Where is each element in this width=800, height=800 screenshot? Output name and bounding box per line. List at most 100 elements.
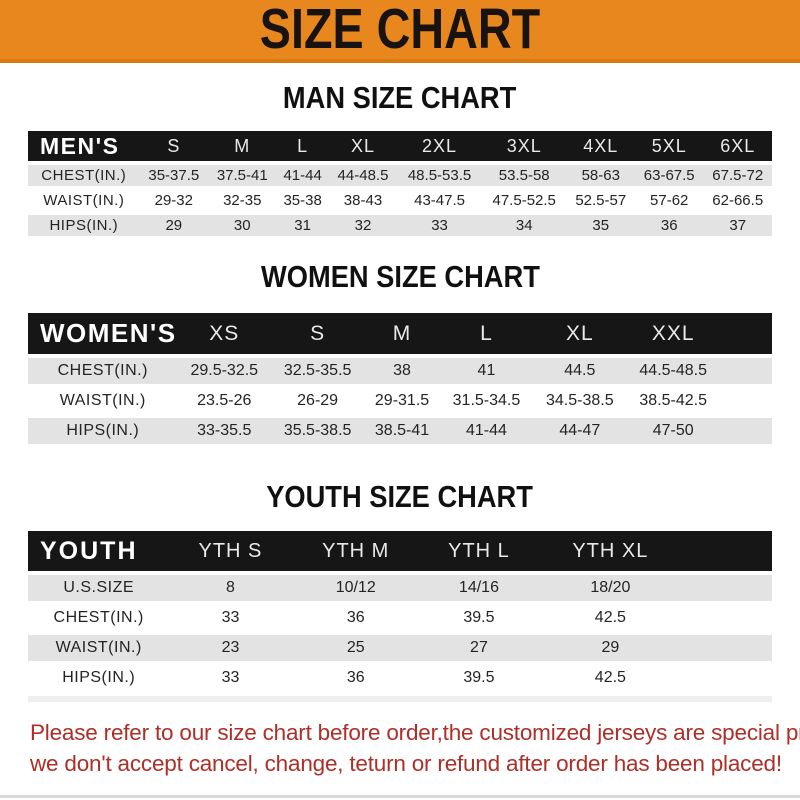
size-value-cell: 29-31.5: [364, 388, 440, 414]
size-value-cell: 39.5: [419, 665, 538, 691]
size-value-cell: 41: [439, 358, 534, 384]
youth-size-table: YOUTH YTH S YTH M YTH L YTH XL U.S.SIZE 8 10/12…: [28, 527, 772, 695]
row-label-cell: CHEST(IN.): [28, 358, 178, 384]
table-header-row: MEN'S S M L XL 2XL 3XL 4XL 5XL 6XL: [28, 131, 772, 161]
size-value-cell: 29: [538, 635, 683, 661]
size-value-cell: 38: [364, 358, 440, 384]
man-size-chart-section: MAN SIZE CHART MEN'S S M L XL 2XL 3XL 4XL 5XL 6XL…: [0, 82, 800, 240]
banner: SIZE CHART: [0, 0, 800, 63]
bottom-divider: [0, 795, 800, 798]
size-value-cell: 67.5-72: [703, 165, 772, 186]
size-value-cell: 47.5-52.5: [481, 190, 567, 211]
table-title-cell: YOUTH: [28, 531, 170, 571]
youth-size-chart-section: YOUTH SIZE CHART YOUTH YTH S YTH M YTH L YTH…: [0, 481, 800, 702]
table-header-row: YOUTH YTH S YTH M YTH L YTH XL: [28, 531, 772, 571]
size-value-cell: 29: [139, 215, 209, 236]
table-row: HIPS(IN.) 29 30 31 32 33 34 35 36 37: [28, 215, 772, 236]
row-label-cell: HIPS(IN.): [28, 665, 170, 691]
column-header-cell: S: [139, 131, 209, 161]
table-row: WAIST(IN.) 23.5-26 26-29 29-31.5 31.5-34.5 34…: [28, 388, 772, 414]
size-value-cell: 62-66.5: [703, 190, 772, 211]
table-row: U.S.SIZE 8 10/12 14/16 18/20: [28, 575, 772, 601]
blank-cell: [682, 665, 772, 691]
blank-cell: [719, 388, 772, 414]
size-value-cell: 25: [291, 635, 420, 661]
youth-section-heading: YOUTH SIZE CHART: [0, 481, 800, 513]
size-value-cell: 34: [481, 215, 567, 236]
row-label-cell: CHEST(IN.): [28, 605, 170, 631]
size-value-cell: 29-32: [139, 190, 209, 211]
size-value-cell: 29.5-32.5: [177, 358, 271, 384]
size-value-cell: 41-44: [439, 418, 534, 444]
size-value-cell: 33: [169, 665, 292, 691]
size-value-cell: 30: [208, 215, 277, 236]
row-label-cell: HIPS(IN.): [28, 215, 140, 236]
men-size-table: MEN'S S M L XL 2XL 3XL 4XL 5XL 6XL CHEST(IN.) 35-37…: [28, 127, 772, 240]
size-value-cell: 38.5-42.5: [626, 388, 720, 414]
size-value-cell: 38.5-41: [364, 418, 440, 444]
column-header-cell: XL: [328, 131, 398, 161]
size-value-cell: 18/20: [538, 575, 683, 601]
page-title: SIZE CHART: [259, 0, 541, 61]
size-value-cell: 35-37.5: [139, 165, 209, 186]
size-value-cell: 44.5: [533, 358, 627, 384]
size-value-cell: 42.5: [538, 665, 683, 691]
blank-header-cell: [719, 313, 772, 354]
size-value-cell: 32.5-35.5: [270, 358, 365, 384]
size-value-cell: 8: [169, 575, 292, 601]
column-header-cell: XS: [177, 313, 271, 354]
man-section-heading: MAN SIZE CHART: [0, 82, 800, 114]
column-header-cell: YTH XL: [538, 531, 683, 571]
size-value-cell: 36: [291, 605, 420, 631]
column-header-cell: 4XL: [566, 131, 635, 161]
size-value-cell: 39.5: [419, 605, 538, 631]
row-label-cell: U.S.SIZE: [28, 575, 170, 601]
size-value-cell: 37.5-41: [208, 165, 277, 186]
size-value-cell: 36: [291, 665, 420, 691]
blank-header-cell: [682, 531, 772, 571]
footer-line-2: we don't accept cancel, change, teturn o…: [30, 751, 782, 776]
table-head: WOMEN'S XS S M L XL XXL: [28, 313, 772, 354]
size-value-cell: 58-63: [566, 165, 635, 186]
size-value-cell: 34.5-38.5: [533, 388, 627, 414]
size-value-cell: 43-47.5: [397, 190, 482, 211]
size-value-cell: 44.5-48.5: [626, 358, 720, 384]
size-value-cell: 47-50: [626, 418, 720, 444]
column-header-cell: XXL: [626, 313, 720, 354]
column-header-cell: M: [364, 313, 440, 354]
size-value-cell: 42.5: [538, 605, 683, 631]
table-row: CHEST(IN.) 29.5-32.5 32.5-35.5 38 41 44.5 44.5…: [28, 358, 772, 384]
women-size-table: WOMEN'S XS S M L XL XXL CHEST(IN.) 29.5-32.5 32.5…: [28, 309, 772, 448]
man-section-heading-text: MAN SIZE CHART: [283, 80, 517, 115]
column-header-cell: YTH M: [291, 531, 420, 571]
table-row: WAIST(IN.) 23 25 27 29: [28, 635, 772, 661]
table-head: MEN'S S M L XL 2XL 3XL 4XL 5XL 6XL: [28, 131, 772, 161]
column-header-cell: L: [439, 313, 534, 354]
size-value-cell: 33-35.5: [177, 418, 271, 444]
row-label-cell: CHEST(IN.): [28, 165, 140, 186]
size-value-cell: 57-62: [634, 190, 704, 211]
column-header-cell: M: [208, 131, 277, 161]
size-value-cell: 37: [703, 215, 772, 236]
size-value-cell: 35.5-38.5: [270, 418, 365, 444]
table-row: WAIST(IN.) 29-32 32-35 35-38 38-43 43-47.5 47.…: [28, 190, 772, 211]
footer-note: Please refer to our size chart before or…: [0, 717, 800, 779]
column-header-cell: 2XL: [397, 131, 482, 161]
table-row: HIPS(IN.) 33 36 39.5 42.5: [28, 665, 772, 691]
column-header-cell: L: [276, 131, 329, 161]
table-row: CHEST(IN.) 33 36 39.5 42.5: [28, 605, 772, 631]
women-section-heading-text: WOMEN SIZE CHART: [260, 259, 540, 294]
table-title-cell: MEN'S: [28, 131, 140, 161]
column-header-cell: XL: [533, 313, 627, 354]
size-value-cell: 26-29: [270, 388, 365, 414]
table-body: CHEST(IN.) 29.5-32.5 32.5-35.5 38 41 44.5 44.5…: [28, 358, 772, 444]
size-value-cell: 44-48.5: [328, 165, 398, 186]
blank-cell: [719, 358, 772, 384]
size-value-cell: 44-47: [533, 418, 627, 444]
column-header-cell: 5XL: [634, 131, 704, 161]
size-value-cell: 36: [634, 215, 704, 236]
size-value-cell: 31: [276, 215, 329, 236]
column-header-cell: 3XL: [481, 131, 567, 161]
size-value-cell: 31.5-34.5: [439, 388, 534, 414]
